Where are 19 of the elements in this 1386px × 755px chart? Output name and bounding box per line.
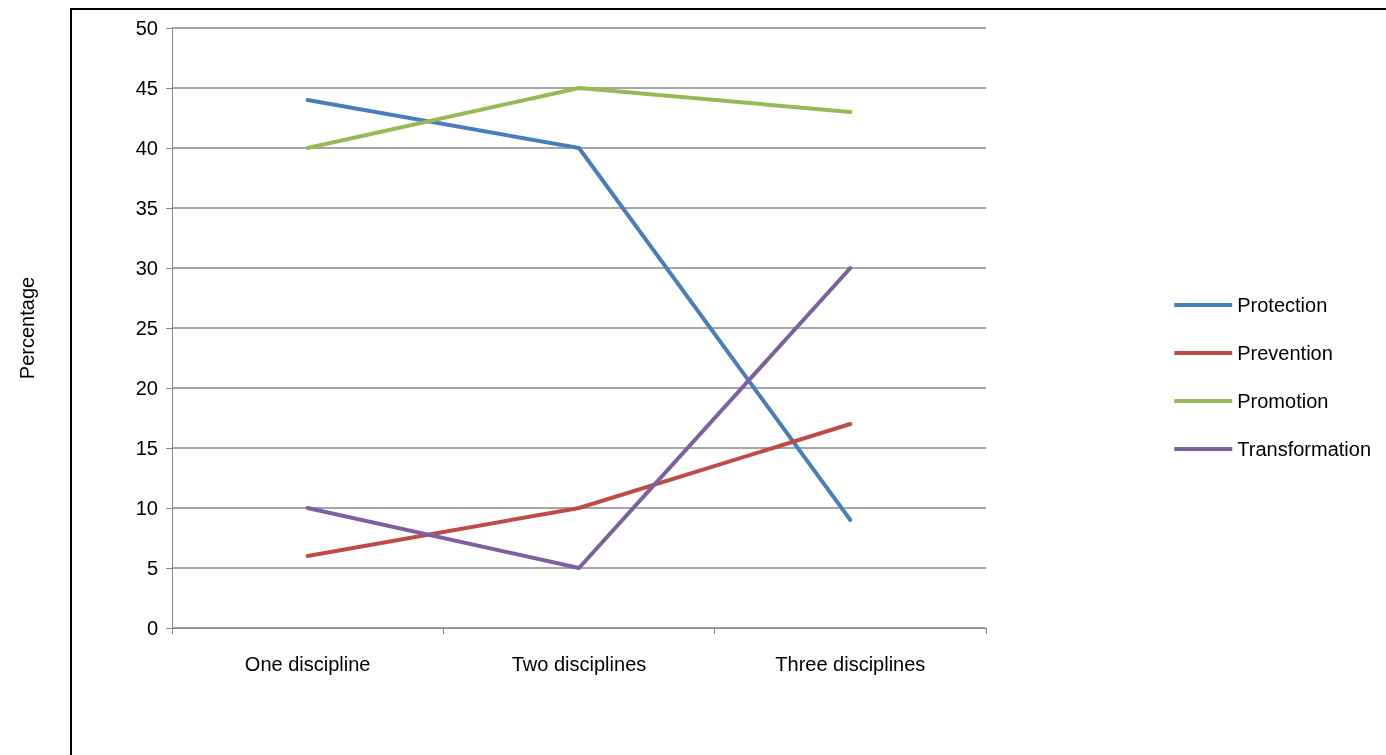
y-tick-label: 20 <box>135 377 158 399</box>
x-tick-label: Three disciplines <box>775 653 926 675</box>
legend-label: Prevention <box>1237 342 1333 364</box>
x-tick-label: Two disciplines <box>511 653 647 675</box>
y-tick-label: 15 <box>135 437 158 459</box>
y-tick-label: 30 <box>135 257 158 279</box>
legend-label: Promotion <box>1237 390 1329 412</box>
y-tick-label: 5 <box>146 557 158 579</box>
legend-label: Protection <box>1237 294 1328 316</box>
y-axis-title: Percentage <box>16 276 38 380</box>
y-tick-label: 45 <box>135 77 158 99</box>
x-tick-label: One discipline <box>244 653 371 675</box>
y-tick-label: 35 <box>135 197 158 219</box>
y-tick-label: 10 <box>135 497 158 519</box>
y-tick-label: 40 <box>135 137 158 159</box>
y-tick-label: 25 <box>135 317 158 339</box>
y-tick-label: 0 <box>146 617 158 639</box>
y-tick-label: 50 <box>135 17 158 39</box>
legend-label: Transformation <box>1237 438 1371 460</box>
